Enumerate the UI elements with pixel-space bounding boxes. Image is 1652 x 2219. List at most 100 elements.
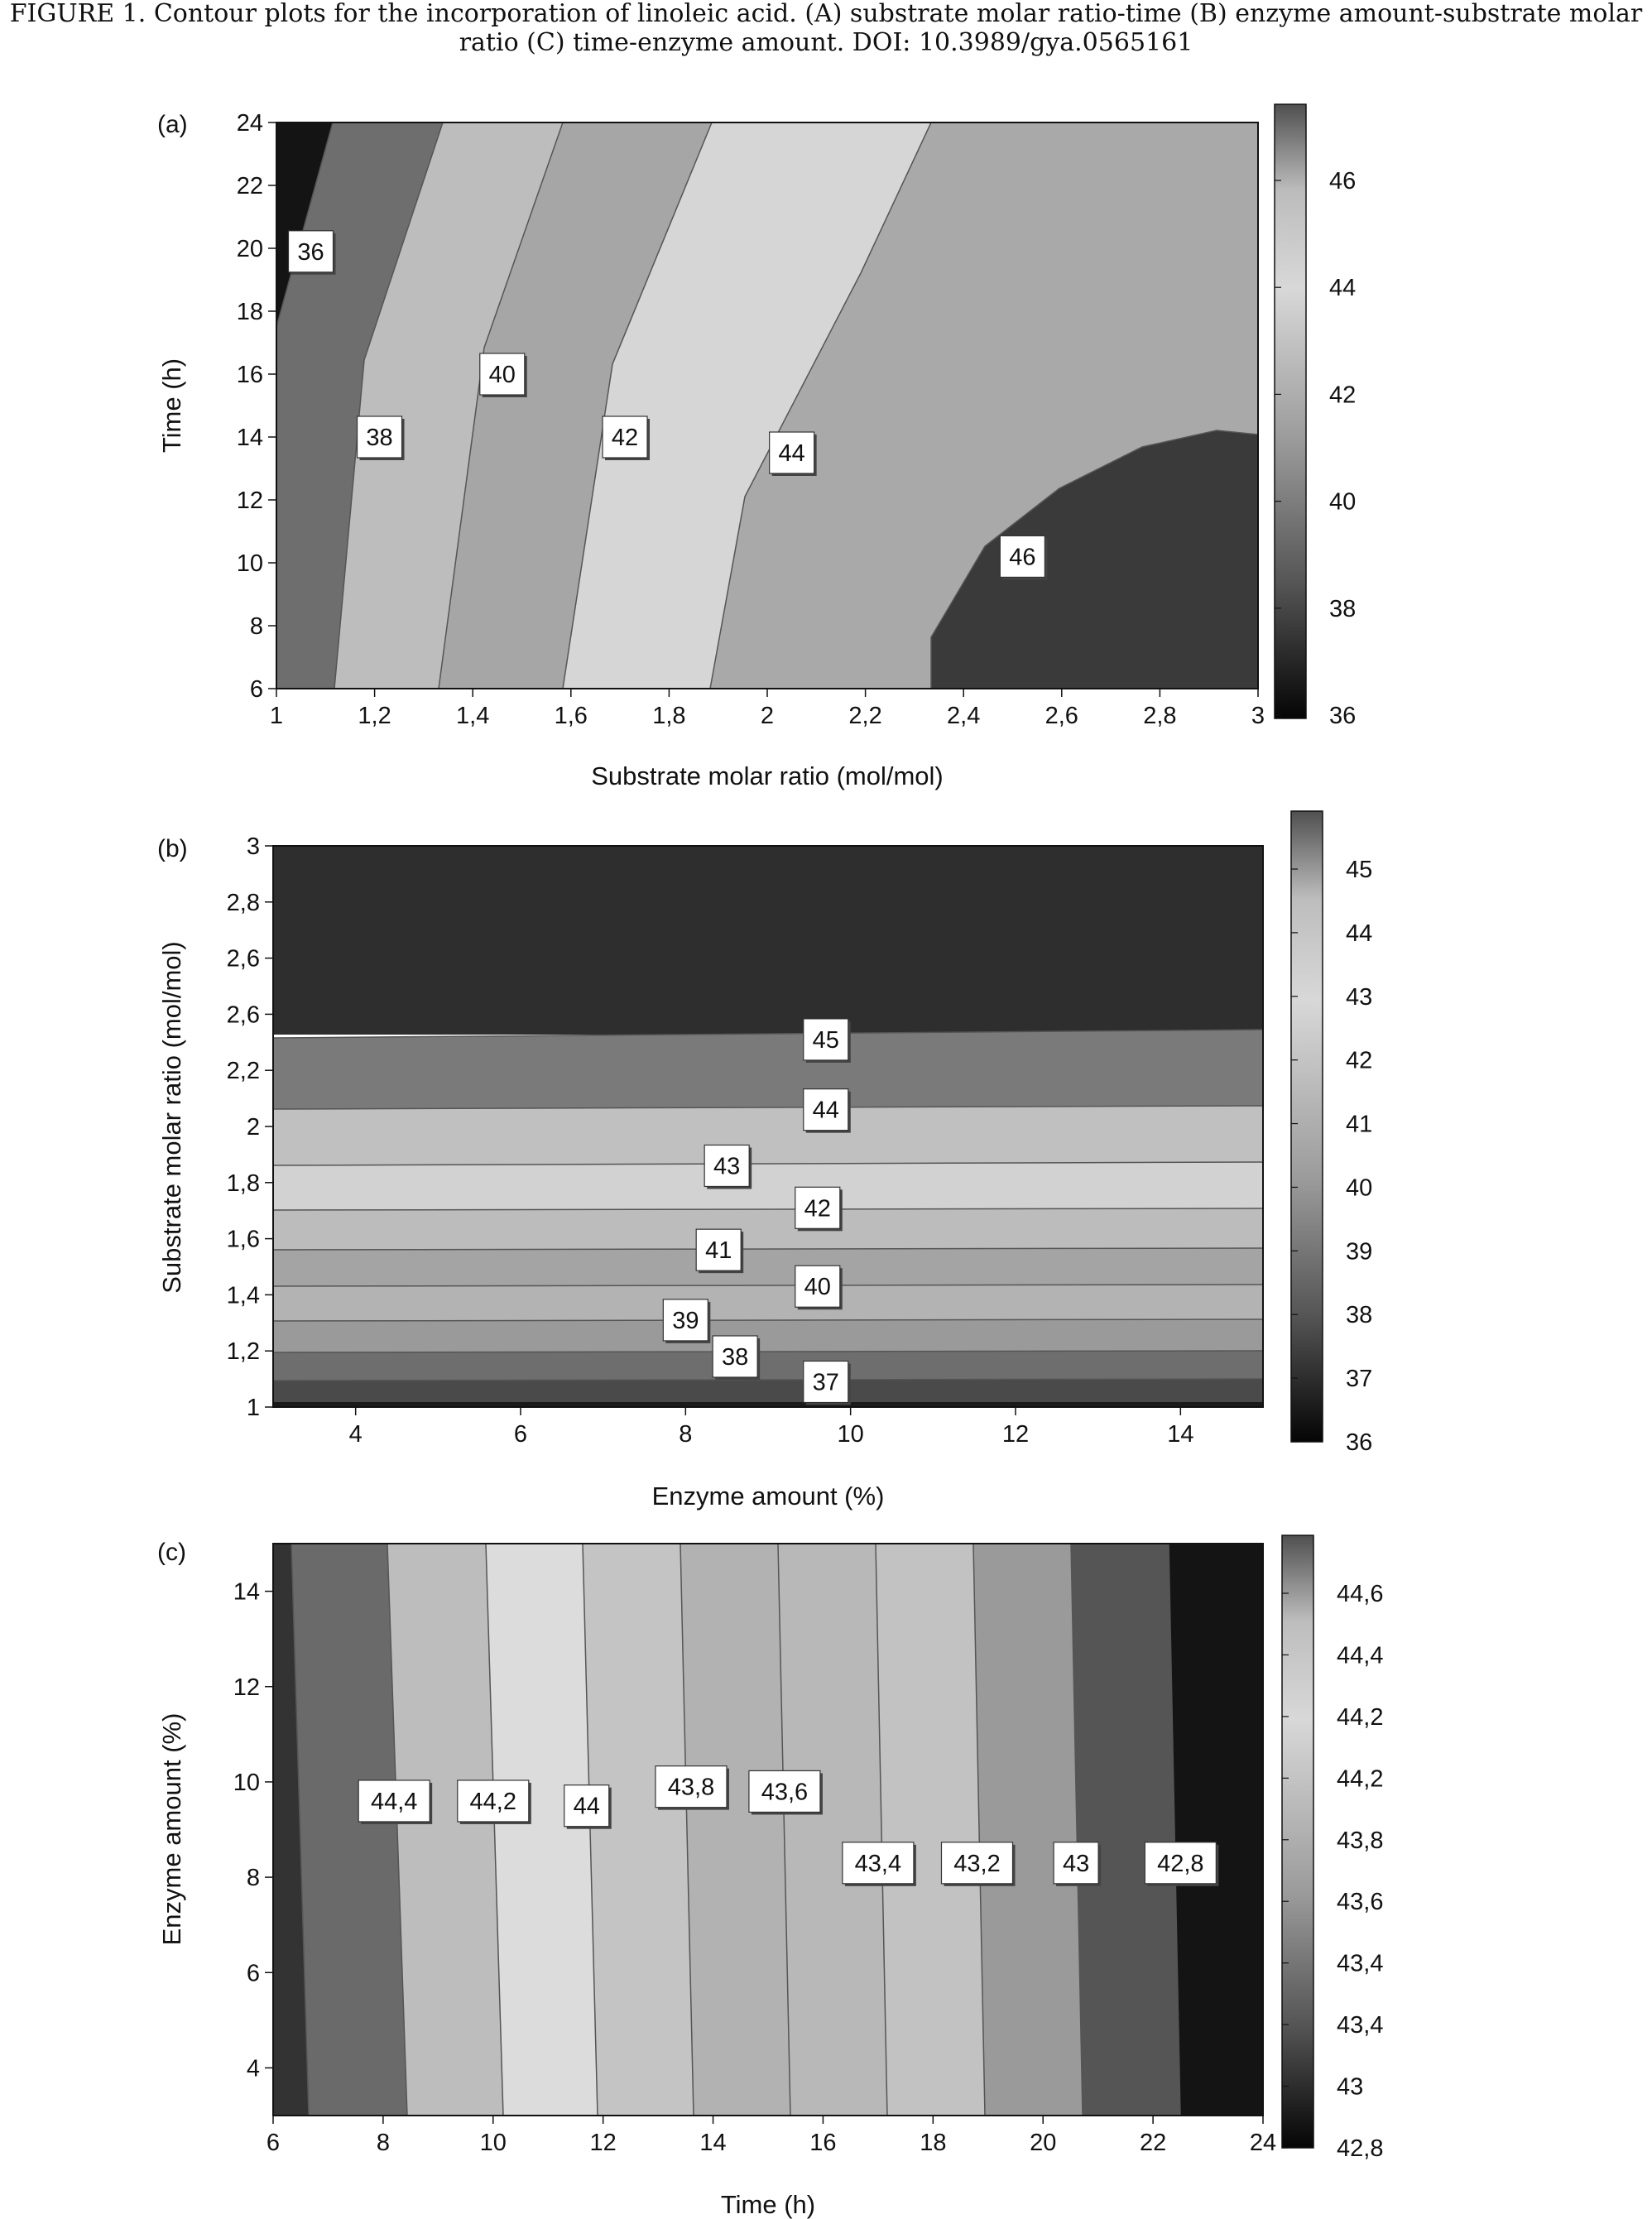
- y-tick-label: 1,4: [227, 1282, 260, 1309]
- y-tick-label: 1,8: [227, 1170, 260, 1197]
- y-tick-label: 8: [250, 613, 263, 640]
- colorbar-tick-label: 43: [1337, 2074, 1363, 2101]
- panel-a-contour-line: [334, 122, 444, 689]
- panel-c-region-42-8: [1169, 1544, 1263, 2116]
- colorbar-tick-label: 42: [1346, 1048, 1372, 1074]
- x-tick-label: 16: [809, 2130, 836, 2156]
- panel-a-contour-line: [438, 122, 564, 689]
- colorbar-tick-label: 40: [1346, 1174, 1372, 1201]
- panel-b-contour-line: [272, 1029, 1264, 1039]
- panel-b-contour-line: [272, 1318, 1264, 1322]
- x-tick-label: 14: [1167, 1421, 1193, 1448]
- contour-label-text: 43,2: [953, 1851, 1000, 1877]
- panel-c-colorbar: [1281, 1535, 1314, 2149]
- x-tick-label: 22: [1140, 2130, 1166, 2156]
- panel-a-contour-line: [562, 122, 713, 689]
- panel-c-contour-line: [1070, 1543, 1083, 2116]
- colorbar-tick-label: 43,4: [1337, 2012, 1383, 2039]
- contour-label-text: 43,6: [761, 1779, 808, 1805]
- contour-label: 43,4: [842, 1842, 916, 1886]
- contour-label: 44: [803, 1088, 851, 1133]
- contour-label-text: 40: [804, 1274, 831, 1300]
- panel-c-region-43-8: [583, 1544, 694, 2116]
- x-tick-label: 12: [1002, 1421, 1029, 1448]
- contour-label-text: 44,4: [371, 1789, 417, 1815]
- y-tick-label: 14: [237, 425, 263, 451]
- panel-b-region-38: [273, 1319, 1263, 1352]
- panel-b-region-40: [273, 1248, 1263, 1286]
- panel-a-region-42: [439, 122, 712, 689]
- y-tick-label: 14: [233, 1579, 260, 1606]
- x-tick-label: 20: [1030, 2130, 1056, 2156]
- panel-c-ticks: 6 8 10 12 14 16 18 20 22 24 4 6 8 10 12 14 42,8 43 43,4 43,…: [233, 1579, 1384, 2162]
- contour-label: 43,6: [748, 1770, 823, 1815]
- contour-label: 40: [479, 353, 527, 397]
- colorbar-tick-label: 44,4: [1337, 1642, 1383, 1669]
- x-tick-label: 1,8: [652, 703, 685, 729]
- contour-label: 43: [1053, 1842, 1102, 1886]
- panel-b-region-44: [273, 1030, 1263, 1109]
- panel-a-contour-line: [930, 430, 1259, 689]
- panel-a-colorbar: [1274, 103, 1307, 719]
- contour-label-box: [287, 230, 334, 273]
- colorbar-tick-label: 45: [1346, 857, 1372, 883]
- contour-label-text: 44: [813, 1097, 839, 1124]
- caption-line-1: FIGURE 1. Contour plots for the incorpor…: [10, 0, 1643, 28]
- y-tick-label: 18: [237, 299, 263, 325]
- contour-label-text: 42,8: [1157, 1851, 1203, 1877]
- panel-c-contour-line: [777, 1543, 791, 2116]
- panel-c-region-42-9: [1071, 1544, 1180, 2116]
- y-tick-label: 2,6: [227, 1001, 260, 1028]
- colorbar-tick-label: 42,8: [1337, 2135, 1383, 2162]
- colorbar-tick-label: 37: [1346, 1366, 1372, 1392]
- panel-c-contour-line: [485, 1543, 504, 2116]
- y-tick-label: 10: [237, 550, 263, 577]
- contour-label-text: 40: [489, 362, 516, 388]
- y-tick-label: 20: [237, 236, 263, 262]
- panel-c-region-44: [486, 1544, 598, 2116]
- x-tick-label: 2: [761, 703, 774, 729]
- x-tick-label: 1: [270, 703, 283, 729]
- y-tick-label: 1,2: [227, 1338, 260, 1365]
- panel-b-region-45: [273, 846, 1263, 1035]
- panel-c-region-42-8-edge: [273, 1544, 309, 2116]
- y-tick-label: 1: [247, 1395, 260, 1421]
- panel-a-label: (a): [157, 111, 188, 138]
- colorbar-tick-label: 44,6: [1337, 1581, 1383, 1607]
- panel-c-contour-fills: [273, 1544, 1263, 2116]
- colorbar-tick-label: 40: [1329, 489, 1356, 516]
- contour-label-box: [795, 1265, 841, 1308]
- y-tick-label: 4: [247, 2055, 260, 2082]
- panel-c-region-43-6: [680, 1544, 790, 2116]
- contour-label: 39: [662, 1299, 711, 1343]
- x-tick-label: 2,6: [1045, 703, 1078, 729]
- contour-label: 38: [356, 415, 405, 460]
- colorbar-tick-label: 38: [1346, 1302, 1372, 1328]
- y-tick-label: 12: [233, 1674, 260, 1701]
- panel-c-plot-frame: [272, 1543, 1264, 2116]
- x-tick-label: 10: [838, 1421, 864, 1448]
- panel-b-contour-line: [272, 1161, 1264, 1166]
- panel-c-label: (c): [157, 1539, 186, 1566]
- contour-label: 44: [564, 1784, 612, 1829]
- colorbar-tick-label: 46: [1329, 168, 1356, 195]
- panel-b-contour-fills: [273, 846, 1263, 1407]
- panel-c-region-44-2: [387, 1544, 503, 2116]
- colorbar-tick-label: 43,6: [1337, 1889, 1383, 1915]
- contour-label-box: [999, 535, 1045, 579]
- panel-a-y-axis-label: Time (h): [157, 358, 186, 453]
- contour-label: 44,2: [457, 1780, 531, 1824]
- contour-label-box: [602, 415, 648, 459]
- panel-b-colorbar: [1290, 810, 1323, 1443]
- panel-a-region-44: [563, 122, 931, 689]
- panel-b-x-axis-label: Enzyme amount (%): [652, 1482, 885, 1511]
- contour-label-text: 44,2: [470, 1789, 516, 1815]
- colorbar-tick-label: 39: [1346, 1238, 1372, 1265]
- y-tick-label: 1,6: [227, 1227, 260, 1253]
- panel-b-y-axis-label: Substrate molar ratio (mol/mol): [157, 941, 186, 1294]
- panel-b-label: (b): [157, 835, 188, 862]
- contour-label: 43,2: [940, 1842, 1016, 1886]
- contour-label-box: [803, 1088, 849, 1131]
